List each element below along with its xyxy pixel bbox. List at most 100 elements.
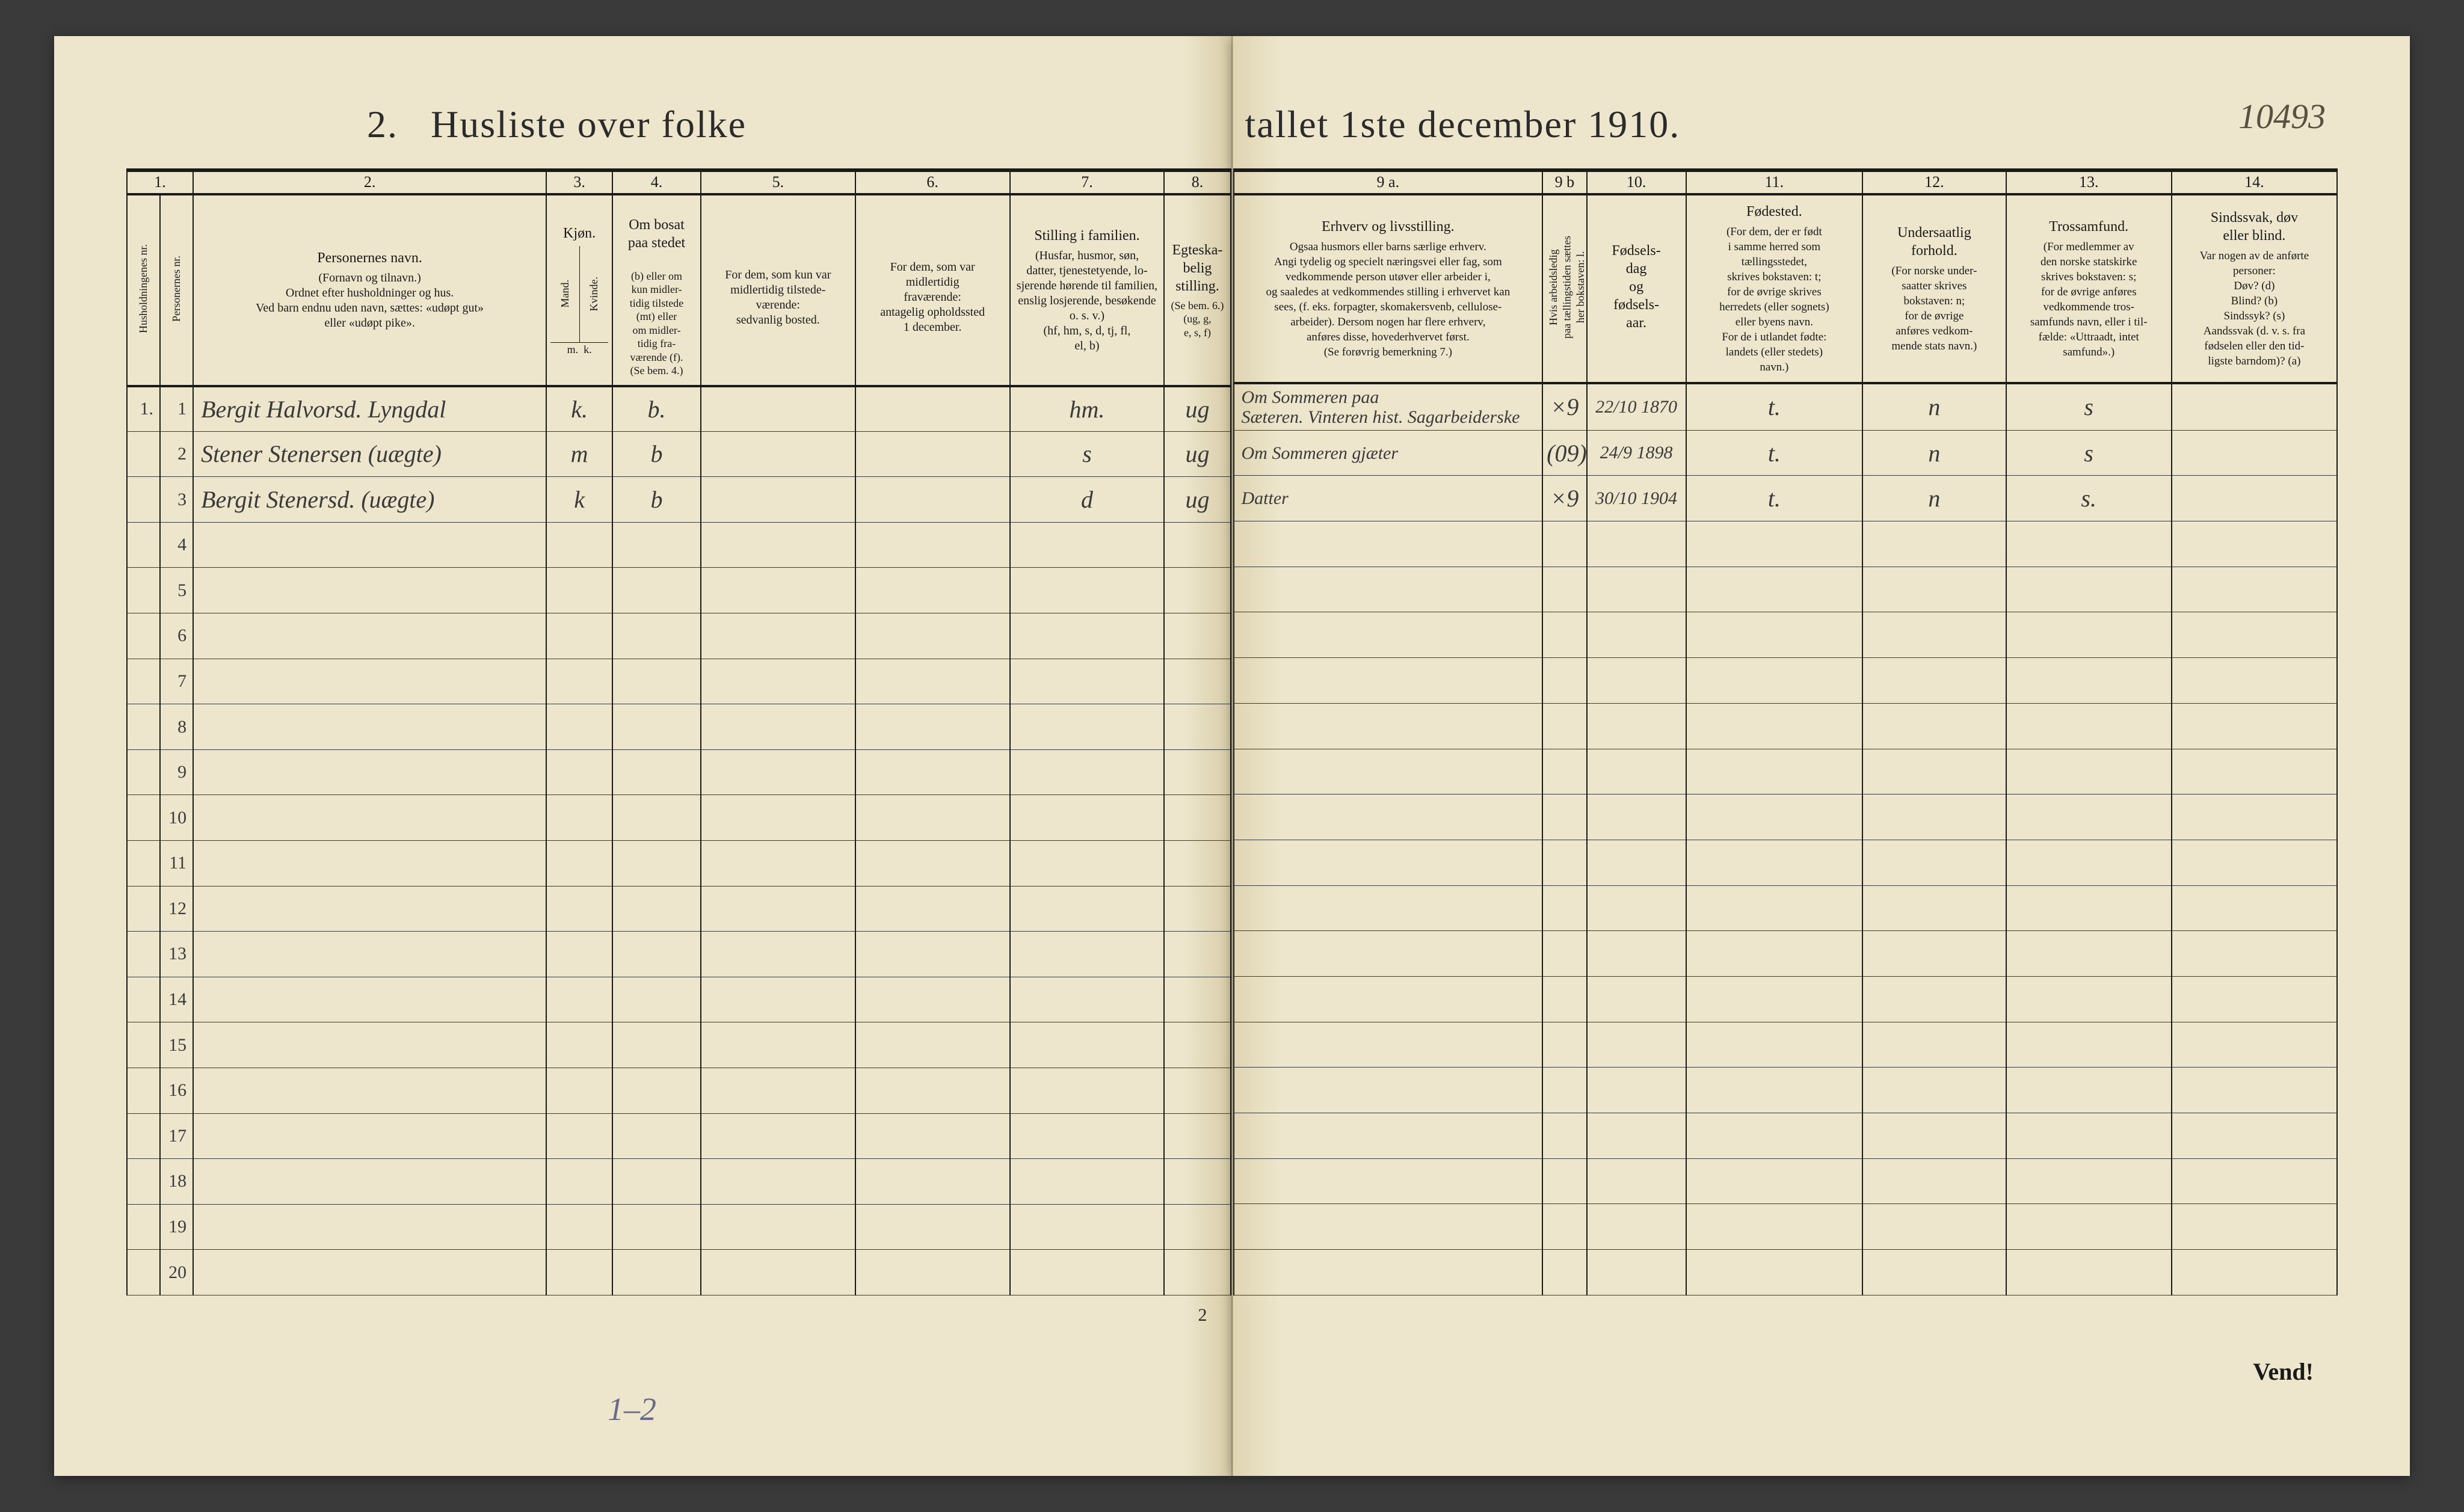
cell-empty	[2172, 931, 2337, 977]
cell-empty	[855, 1250, 1010, 1295]
cell-empty	[2006, 1158, 2172, 1204]
cell-empty	[1587, 1022, 1686, 1068]
col-header-personnr: Personernes nr.	[160, 194, 193, 386]
cell-empty	[2172, 1068, 2337, 1113]
cell-empty	[1862, 749, 2006, 794]
cell-empty	[855, 1113, 1010, 1159]
table-row	[1234, 840, 2338, 885]
colnum: 9 a.	[1234, 170, 1543, 194]
cell-empty	[1862, 885, 2006, 931]
cell-empty	[2172, 703, 2337, 749]
cell-empty	[1686, 976, 1863, 1022]
table-row: 9	[127, 749, 1231, 795]
table-row: 13	[127, 932, 1231, 977]
column-number-row: 1. 2. 3. 4. 5. 6. 7. 8.	[127, 170, 1231, 194]
cell-sex: m	[546, 431, 612, 477]
table-row	[1234, 1113, 2338, 1159]
cell-empty	[1542, 794, 1586, 840]
cell-empty	[193, 1113, 546, 1159]
cell-empty	[193, 1159, 546, 1205]
colnum: 5.	[701, 170, 855, 194]
table-row	[1234, 749, 2338, 794]
cell-empty	[1686, 749, 1863, 794]
table-row: 8	[127, 704, 1231, 750]
cell-empty	[1542, 931, 1586, 977]
cell-empty	[2006, 885, 2172, 931]
cell-empty	[2172, 658, 2337, 704]
cell-empty	[546, 1159, 612, 1205]
cell-empty	[1686, 658, 1863, 704]
table-right: 9 a. 9 b 10. 11. 12. 13. 14. Erhverv og …	[1233, 168, 2338, 1295]
cell-empty	[612, 1022, 701, 1068]
cell-empty	[612, 1250, 701, 1295]
cell-empty	[701, 1204, 855, 1250]
cell-marital: ug	[1164, 431, 1230, 477]
cell-empty	[1862, 521, 2006, 567]
cell-empty	[1164, 886, 1230, 932]
cell-person-nr: 16	[160, 1068, 193, 1113]
col-header-temp-absent: For dem, som var midlertidig fraværende:…	[855, 194, 1010, 386]
cell-empty	[701, 1113, 855, 1159]
cell-empty	[1542, 521, 1586, 567]
cell-faith: s	[2006, 430, 2172, 476]
cell-empty	[1542, 840, 1586, 885]
cell-person-nr: 15	[160, 1022, 193, 1068]
cell-person-nr: 12	[160, 886, 193, 932]
cell-disability	[2172, 383, 2337, 430]
cell-empty	[2006, 1113, 2172, 1159]
cell-empty	[193, 613, 546, 659]
cell-empty	[612, 613, 701, 659]
cell-marital: ug	[1164, 386, 1230, 432]
cell-household	[127, 977, 160, 1022]
cell-empty	[1542, 1022, 1586, 1068]
cell-empty	[1862, 658, 2006, 704]
cell-empty	[1587, 840, 1686, 885]
cell-empty	[855, 1204, 1010, 1250]
cell-name: Stener Stenersen (uægte)	[193, 431, 546, 477]
cell-empty	[546, 886, 612, 932]
cell-empty	[701, 1159, 855, 1205]
cell-empty	[701, 613, 855, 659]
table-row	[1234, 703, 2338, 749]
col-header-name: Personernes navn. (Fornavn og tilnavn.) …	[193, 194, 546, 386]
cell-empty	[612, 659, 701, 704]
table-row	[1234, 1158, 2338, 1204]
table-row: 20	[127, 1250, 1231, 1295]
cell-empty	[1010, 1250, 1165, 1295]
cell-empty	[546, 1068, 612, 1113]
cell-9b: ×9	[1542, 383, 1586, 430]
cell-empty	[1686, 1250, 1863, 1295]
cell-empty	[612, 841, 701, 887]
cell-empty	[1234, 749, 1543, 794]
cell-empty	[701, 568, 855, 613]
cell-empty	[1010, 568, 1165, 613]
cell-empty	[193, 1250, 546, 1295]
cell-person-nr: 6	[160, 613, 193, 659]
cell-empty	[1164, 659, 1230, 704]
table-row	[1234, 931, 2338, 977]
cell-empty	[1587, 658, 1686, 704]
cell-empty	[1542, 1113, 1586, 1159]
pencil-annotation: 1–2	[608, 1391, 656, 1428]
cell-temp-absent	[855, 477, 1010, 523]
cell-empty	[2006, 1022, 2172, 1068]
cell-empty	[1686, 703, 1863, 749]
cell-empty	[1686, 1204, 1863, 1250]
cell-household	[127, 659, 160, 704]
cell-empty	[1542, 1068, 1586, 1113]
colnum: 8.	[1164, 170, 1230, 194]
cell-empty	[1686, 1022, 1863, 1068]
cell-empty	[1542, 567, 1586, 612]
cell-empty	[855, 795, 1010, 841]
cell-empty	[2172, 749, 2337, 794]
cell-empty	[1862, 931, 2006, 977]
cell-empty	[1010, 659, 1165, 704]
colnum: 6.	[855, 170, 1010, 194]
cell-empty	[1234, 931, 1543, 977]
cell-empty	[855, 613, 1010, 659]
colnum: 13.	[2006, 170, 2172, 194]
cell-occupation: Om Sommeren paa Sæteren. Vinteren hist. …	[1234, 383, 1543, 430]
cell-empty	[2172, 885, 2337, 931]
cell-temp-present	[701, 431, 855, 477]
cell-disability	[2172, 430, 2337, 476]
